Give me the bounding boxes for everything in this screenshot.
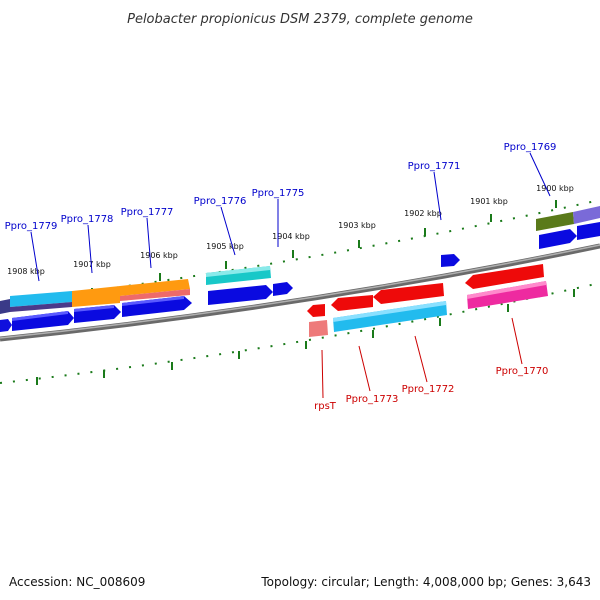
gene-segment-highlight: [467, 281, 546, 299]
gene-segment-highlight: [333, 301, 446, 322]
gene-arrow-highlight: [12, 311, 68, 321]
right-genes: [465, 206, 600, 309]
kbp-label: 1908 kbp: [7, 267, 45, 276]
genome-backbone-highlight: [0, 244, 600, 339]
gene-arrow-highlight: [74, 305, 114, 312]
gene-arrow: [373, 283, 444, 304]
gene-segment: [0, 299, 10, 314]
gene-arrow: [539, 229, 577, 249]
gene-segment: [10, 291, 72, 307]
gene-segment: [536, 212, 574, 231]
lower-label-leaders: [321, 317, 523, 399]
gene-arrow: [0, 319, 12, 332]
gene-arrow: [331, 295, 373, 311]
kbp-label: 1901 kbp: [470, 197, 508, 206]
gene-label: Ppro_1771: [408, 161, 461, 172]
topology-text: Topology: circular; Length: 4,008,000 bp…: [260, 575, 591, 589]
gene-label: Ppro_1779: [5, 221, 58, 232]
upper-blue-track: [0, 296, 192, 332]
kbp-label: 1902 kbp: [404, 209, 442, 218]
gene-label: Ppro_1769: [504, 142, 557, 153]
upper-colored-track: [0, 279, 190, 314]
center-red-genes: [307, 283, 447, 337]
gene-arrow: [307, 304, 325, 317]
gene-label: Ppro_1772: [402, 384, 455, 395]
kbp-label: 1905 kbp: [206, 242, 244, 251]
gene-arrow: [577, 222, 600, 240]
gene-segment: [309, 320, 328, 337]
map-title: Pelobacter propionicus DSM 2379, complet…: [127, 12, 473, 27]
gene-arrow: [12, 311, 74, 331]
upper-label-leaders: [30, 152, 551, 282]
kbp-label: 1907 kbp: [73, 260, 111, 269]
middle-upper-genes: [206, 266, 293, 305]
kbp-label: 1903 kbp: [338, 221, 376, 230]
gene-segment-highlight: [206, 266, 270, 277]
kbp-label: 1900 kbp: [536, 184, 574, 193]
gene-label: Ppro_1770: [496, 366, 549, 377]
gene-segment: [72, 286, 120, 307]
gene-label: Ppro_1778: [61, 214, 114, 225]
gene-label: Ppro_1777: [121, 207, 174, 218]
gene-segment: [120, 289, 190, 301]
gene-segment: [573, 206, 600, 224]
gene-arrow: [273, 282, 293, 296]
kbp-label: 1904 kbp: [272, 232, 310, 241]
gene-arrow: [208, 285, 273, 305]
gene-arrow: [465, 264, 544, 289]
gene-label: Ppro_1775: [252, 188, 305, 199]
lower-major-ticks: [36, 289, 575, 385]
gene-arrow-highlight: [122, 296, 184, 306]
genome-backbone: [0, 243, 600, 342]
gene-segment: [120, 279, 190, 296]
accession-text: Accession: NC_008609: [9, 575, 145, 589]
gene-segment: [10, 302, 72, 312]
kbp-label: 1906 kbp: [140, 251, 178, 260]
gene-label: rpsT: [314, 401, 337, 412]
gene-arrow: [441, 254, 460, 267]
gene-label: Ppro_1773: [346, 394, 399, 405]
gene-label: Ppro_1776: [194, 196, 247, 207]
